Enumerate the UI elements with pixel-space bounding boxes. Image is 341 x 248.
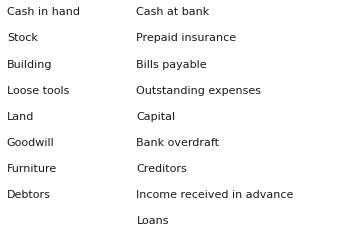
Text: Outstanding expenses: Outstanding expenses [136,86,262,95]
Text: Furniture: Furniture [7,164,57,174]
Text: Debtors: Debtors [7,190,51,200]
Text: Building: Building [7,60,52,69]
Text: Land: Land [7,112,34,122]
Text: Loans: Loans [136,216,169,226]
Text: Cash at bank: Cash at bank [136,7,210,17]
Text: Prepaid insurance: Prepaid insurance [136,33,237,43]
Text: Bills payable: Bills payable [136,60,207,69]
Text: Bank overdraft: Bank overdraft [136,138,219,148]
Text: Creditors: Creditors [136,164,187,174]
Text: Income received in advance: Income received in advance [136,190,294,200]
Text: Loose tools: Loose tools [7,86,69,95]
Text: Cash in hand: Cash in hand [7,7,80,17]
Text: Capital: Capital [136,112,176,122]
Text: Stock: Stock [7,33,38,43]
Text: Goodwill: Goodwill [7,138,55,148]
